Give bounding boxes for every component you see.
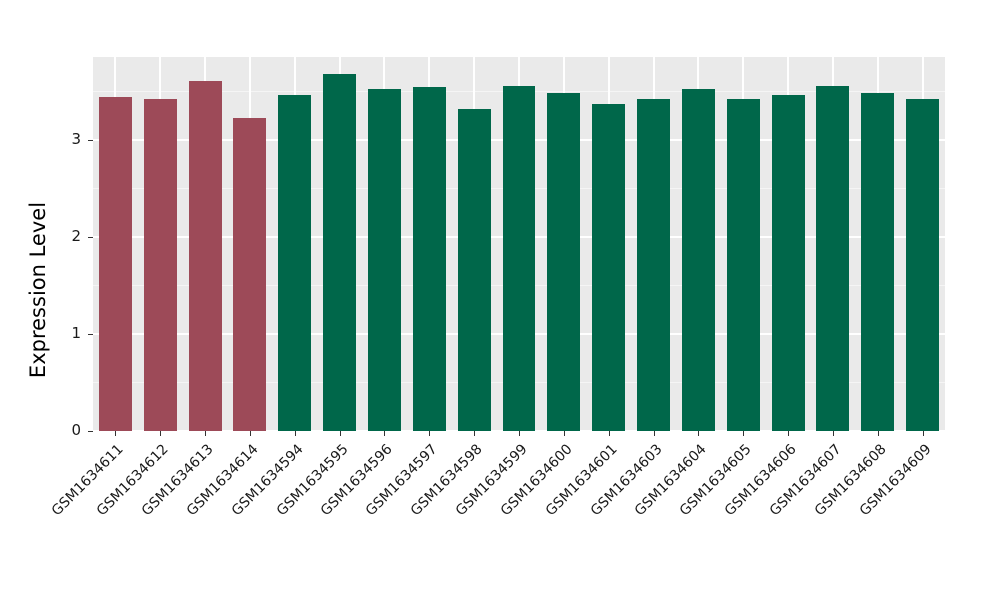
- x-axis-tick-mark: [115, 431, 117, 436]
- bar: [592, 103, 626, 431]
- bar: [367, 89, 401, 431]
- y-axis-tick-label: 3: [71, 129, 81, 148]
- bar: [637, 98, 670, 431]
- y-axis-tick-label: 0: [71, 421, 81, 439]
- plot-panel: [93, 57, 945, 431]
- y-axis-tick-mark: [88, 139, 93, 141]
- y-axis-tick-label: 1: [71, 323, 81, 342]
- x-axis-tick-mark: [294, 431, 296, 436]
- bar: [681, 89, 715, 431]
- y-axis-tick-mark: [88, 431, 93, 432]
- x-axis-tick-mark: [698, 431, 700, 436]
- bar: [278, 94, 312, 431]
- x-axis-tick-mark: [249, 431, 251, 436]
- bar: [457, 108, 491, 431]
- x-axis-tick-mark: [160, 431, 162, 436]
- bar: [143, 98, 177, 431]
- x-axis-tick-mark: [474, 431, 476, 436]
- bar: [816, 86, 850, 431]
- x-axis-tick-mark: [788, 431, 790, 436]
- x-axis-tick-mark: [743, 431, 745, 436]
- bar: [188, 81, 222, 431]
- x-axis-tick-mark: [205, 431, 207, 436]
- y-axis-tick-mark: [88, 236, 93, 238]
- y-axis-tick-mark: [88, 333, 93, 335]
- x-axis-tick-label: GSM1634611: [49, 441, 128, 520]
- x-axis-tick-mark: [339, 431, 341, 436]
- x-axis-tick-mark: [608, 431, 610, 436]
- bar: [906, 98, 940, 431]
- bar: [323, 73, 357, 431]
- x-axis-tick-mark: [832, 431, 834, 436]
- x-axis-tick-mark: [563, 431, 565, 436]
- bar: [861, 92, 895, 431]
- bar: [502, 86, 536, 431]
- bar: [726, 98, 760, 431]
- x-axis-tick-mark: [519, 431, 520, 436]
- x-axis-tick-mark: [384, 431, 386, 436]
- bar: [98, 96, 132, 431]
- x-axis-tick-mark: [922, 431, 924, 436]
- x-axis-tick-mark: [877, 431, 879, 436]
- y-axis-title: Expression Level: [26, 201, 50, 379]
- bar: [233, 118, 267, 431]
- bar: [547, 92, 581, 431]
- x-axis-tick-mark: [653, 431, 655, 436]
- x-axis-tick-mark: [429, 431, 431, 436]
- bar: [412, 87, 446, 431]
- bar: [771, 94, 805, 431]
- y-axis-tick-label: 2: [71, 226, 81, 245]
